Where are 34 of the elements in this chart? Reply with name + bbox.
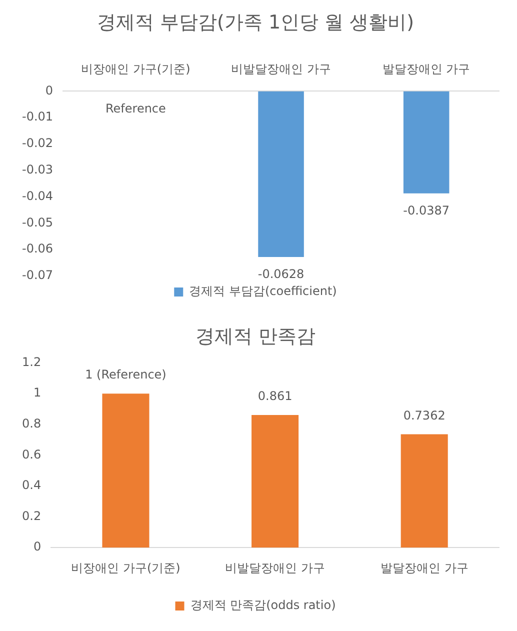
y-tick-label: 0.4 <box>22 478 42 492</box>
legend-label: 경제적 만족감(odds ratio) <box>190 598 336 612</box>
y-tick-label: -0.04 <box>22 188 54 203</box>
y-tick-label: 1.2 <box>22 354 42 369</box>
y-tick-label: -0.07 <box>22 268 54 282</box>
y-tick-label: 0.2 <box>22 508 42 523</box>
x-tick-label: 발달장애인 가구 <box>382 62 470 76</box>
y-tick-label: -0.06 <box>22 242 54 256</box>
y-tick-label: 1 <box>33 386 42 400</box>
data-label: 0.7362 <box>403 408 446 422</box>
data-label: Reference <box>105 101 166 116</box>
y-tick-label: -0.05 <box>22 215 54 230</box>
y-tick-label: -0.01 <box>22 110 54 124</box>
data-label: 1 (Reference) <box>85 368 166 382</box>
bar <box>252 415 299 548</box>
data-label: -0.0628 <box>258 267 304 282</box>
x-tick-label: 비장애인 가구(기준) <box>71 560 180 575</box>
y-tick-label: -0.03 <box>22 162 54 177</box>
data-label: -0.0387 <box>403 203 450 218</box>
bar <box>102 394 150 548</box>
x-tick-label: 비장애인 가구(기준) <box>81 62 190 76</box>
x-tick-label: 비발달장애인 가구 <box>225 560 325 575</box>
x-tick-label: 비발달장애인 가구 <box>231 62 331 76</box>
chart-title: 경제적 만족감 <box>195 325 316 348</box>
y-tick-label: 0 <box>33 540 42 554</box>
y-tick-label: 0.6 <box>22 447 42 462</box>
data-label: 0.861 <box>258 389 292 404</box>
chart-title: 경제적 부담감(가족 1인당 월 생활비) <box>96 11 414 34</box>
bar <box>400 434 448 548</box>
y-tick-label: 0 <box>45 83 54 98</box>
y-tick-label: -0.02 <box>22 136 54 150</box>
legend-label: 경제적 부담감(coefficient) <box>189 284 337 298</box>
x-tick-label: 발달장애인 가구 <box>380 560 468 575</box>
y-tick-label: 0.8 <box>22 416 42 431</box>
